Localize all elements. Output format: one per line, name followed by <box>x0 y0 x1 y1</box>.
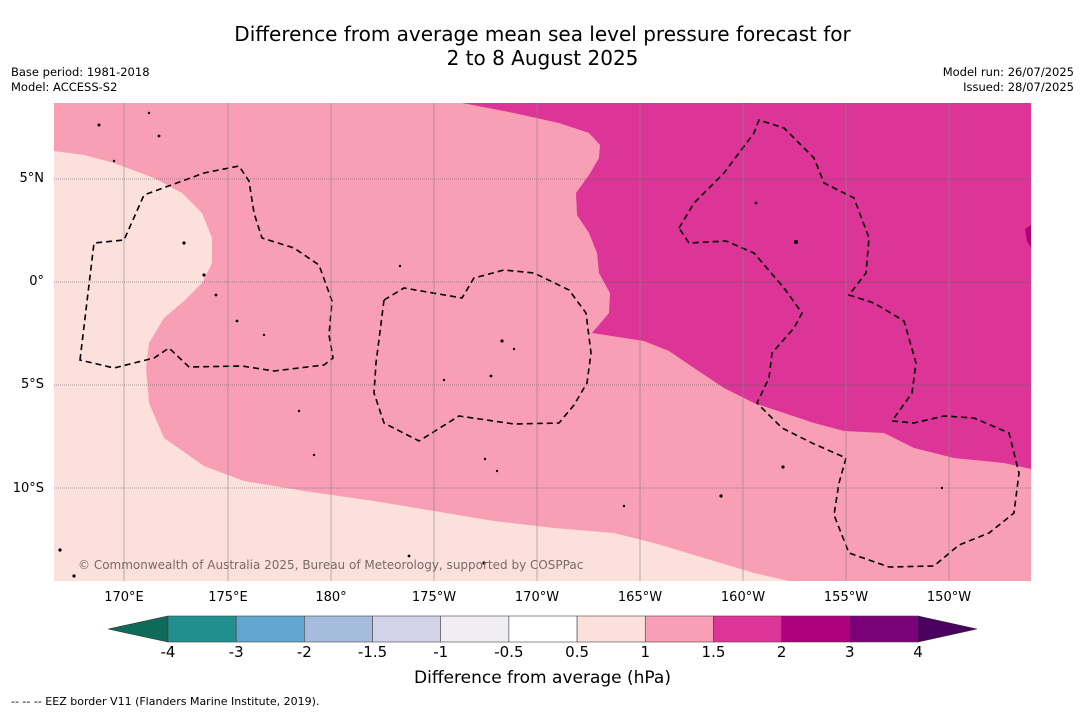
colorbar-tick-label: -1 <box>433 643 449 661</box>
island-1 <box>97 123 101 127</box>
lat-label-5n: 5°N <box>19 171 45 186</box>
lat-label-10s: 10°S <box>12 481 44 496</box>
colorbar-tick-label: 1 <box>640 643 651 661</box>
map-copyright: © Commonwealth of Australia 2025, Bureau… <box>78 558 584 572</box>
colorbar-segments <box>167 615 919 643</box>
colorbar-tick-label: 4 <box>913 643 923 661</box>
graticule <box>54 178 1031 489</box>
island-14 <box>442 378 446 382</box>
colorbar-segment <box>644 615 714 643</box>
lon-label-165w: 165°W <box>617 590 663 605</box>
island-25 <box>58 548 62 552</box>
colorbar-tick-label: 1.5 <box>701 643 726 661</box>
island-17 <box>483 457 487 461</box>
island-3 <box>157 134 161 138</box>
lon-label-175w: 175°W <box>411 590 457 605</box>
colorbar-segment <box>235 615 305 643</box>
colorbar-tick-label: -2 <box>296 643 312 661</box>
colorbar-tick-label: 2 <box>776 643 787 661</box>
lon-label-170e: 170°E <box>104 590 144 605</box>
island-10 <box>398 264 402 268</box>
island-28 <box>482 561 486 565</box>
pressure-anomaly-map <box>54 103 1031 581</box>
island-9 <box>262 333 266 337</box>
island-19 <box>622 504 626 508</box>
colorbar-segment <box>167 615 237 643</box>
eez-borders <box>79 119 1020 568</box>
colorbar-segment <box>440 615 510 643</box>
colorbar-title: Difference from average (hPa) <box>414 668 671 688</box>
base-period: Base period: 1981-2018 <box>11 65 150 79</box>
colorbar-segment <box>508 615 578 643</box>
meta-left: Base period: 1981-2018 Model: ACCESS-S2 <box>11 65 150 95</box>
eez-tokelau-region <box>373 269 592 442</box>
colorbar-segment <box>849 615 919 643</box>
island-2 <box>147 111 151 115</box>
island-11 <box>500 339 504 343</box>
lat-label-0: 0° <box>29 274 44 289</box>
lat-label-5s: 5°S <box>20 377 44 392</box>
colorbar-segment <box>781 615 851 643</box>
colorbar-segment <box>304 615 373 643</box>
eez-kiribati-line-region <box>678 119 1020 568</box>
eez-footnote: -- -- -- EEZ border V11 (Flanders Marine… <box>11 695 320 708</box>
title-line-2: 2 to 8 August 2025 <box>446 46 639 70</box>
colorbar-tick-label: 0.5 <box>565 643 590 661</box>
lon-label-160w: 160°W <box>720 590 766 605</box>
island-18 <box>495 469 499 473</box>
island-22 <box>754 201 758 205</box>
meta-right: Model run: 26/07/2025 Issued: 28/07/2025 <box>943 65 1074 95</box>
model-run: Model run: 26/07/2025 <box>942 65 1074 79</box>
lon-label-150w: 150°W <box>926 590 972 605</box>
colorbar-segment <box>372 615 442 643</box>
colorbar-tick-label: 3 <box>845 643 855 661</box>
colorbar-segment <box>576 615 646 643</box>
island-21 <box>794 240 798 244</box>
colorbar-segment <box>713 615 782 643</box>
island-15 <box>297 409 301 413</box>
island-12 <box>512 347 516 351</box>
issued-date: Issued: 28/07/2025 <box>963 80 1074 94</box>
island-5 <box>182 241 186 245</box>
island-13 <box>489 374 493 378</box>
colorbar-tick-label: -1.5 <box>357 643 388 661</box>
lon-label-180: 180° <box>315 590 347 605</box>
field-2-to-3 <box>1025 225 1031 248</box>
island-7 <box>214 293 218 297</box>
meridians <box>123 103 950 581</box>
chart-title: Difference from average mean sea level p… <box>0 22 1085 70</box>
lon-label-155w: 155°W <box>823 590 869 605</box>
colorbar-tick-label: -0.5 <box>494 643 524 661</box>
model-name: Model: ACCESS-S2 <box>11 80 118 94</box>
title-line-1: Difference from average mean sea level p… <box>234 22 851 46</box>
island-8 <box>235 319 239 323</box>
island-6 <box>202 273 206 277</box>
lon-label-175e: 175°E <box>208 590 248 605</box>
island-4 <box>112 159 116 163</box>
colorbar-tick-label: -4 <box>160 643 176 661</box>
islands <box>58 111 944 578</box>
colorbar-over-arrow <box>917 615 978 643</box>
island-16 <box>312 453 316 457</box>
island-27 <box>407 554 411 558</box>
colorbar-under-arrow <box>107 615 169 643</box>
colorbar-tick-label: -3 <box>228 643 244 661</box>
island-26 <box>72 574 76 578</box>
island-23 <box>781 465 785 469</box>
island-20 <box>719 494 723 498</box>
lon-label-170w: 170°W <box>514 590 560 605</box>
eez-tuvalu-region <box>79 165 334 372</box>
field-1.5-to-2 <box>462 103 1031 469</box>
